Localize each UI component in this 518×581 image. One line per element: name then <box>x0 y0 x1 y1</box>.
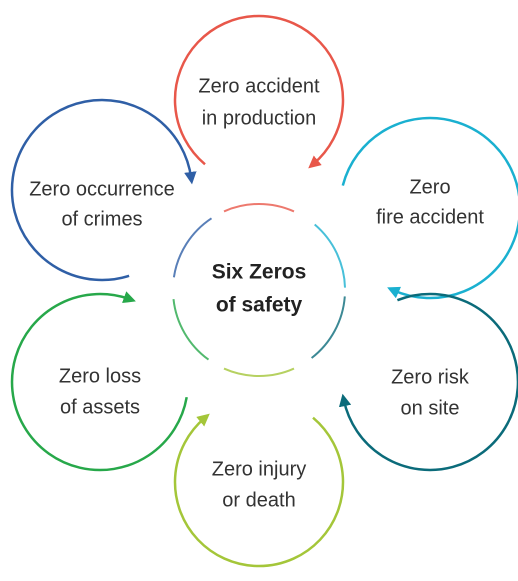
node-label: fire accident <box>376 206 484 228</box>
center-ring-segment <box>172 298 210 361</box>
center-ring-segment <box>310 296 346 359</box>
node-label: or death <box>222 489 295 511</box>
node-label: Zero <box>409 176 450 198</box>
node-label: Zero loss <box>59 365 141 387</box>
node-label: Zero occurrence <box>29 178 175 200</box>
node-label: Zero risk <box>391 366 470 388</box>
center-ring-segment <box>172 217 213 278</box>
center-ring-segment <box>314 223 346 288</box>
center-label: Six Zeros <box>212 261 307 284</box>
node-label: of crimes <box>61 208 142 230</box>
center-label: of safety <box>216 294 303 317</box>
node-label: on site <box>401 397 460 419</box>
center-ring-segment <box>223 202 295 213</box>
node-ring <box>338 292 518 472</box>
node-ring <box>10 291 188 472</box>
node-ring <box>173 413 345 568</box>
node-label: Zero accident <box>198 75 320 97</box>
node-ring <box>173 14 345 169</box>
node-label: in production <box>202 107 317 129</box>
node-label: of assets <box>60 396 140 418</box>
center-ring-segment <box>223 367 295 378</box>
node-ring <box>10 98 197 282</box>
node-label: Zero injury <box>212 458 306 480</box>
node-ring <box>341 116 518 300</box>
